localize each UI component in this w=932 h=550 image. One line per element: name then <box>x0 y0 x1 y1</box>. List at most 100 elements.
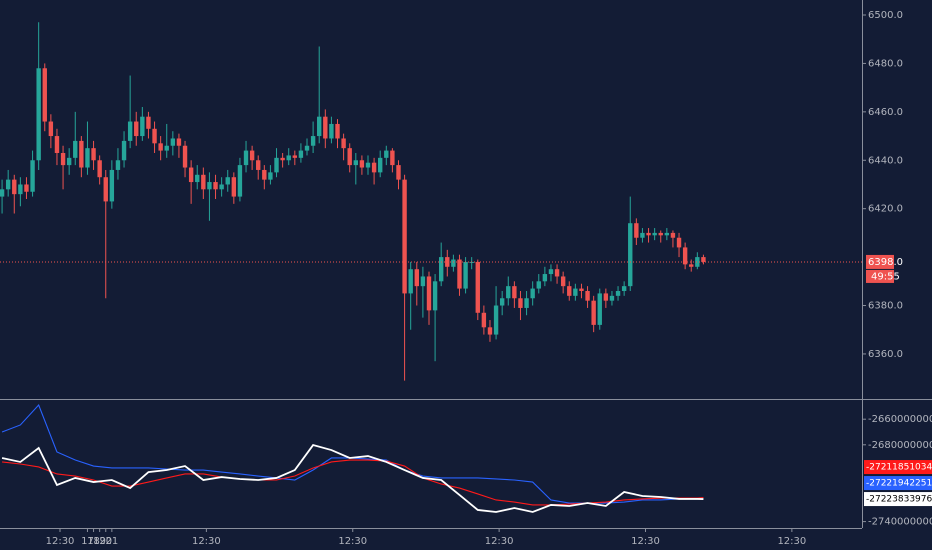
y-tick-label: 6360.0 <box>868 349 903 360</box>
candle-body <box>182 145 188 168</box>
candle-body <box>432 281 438 311</box>
candle-body <box>560 276 566 287</box>
indicator-line <box>2 459 704 506</box>
candle-body <box>335 123 340 139</box>
candle-body <box>573 288 578 296</box>
candle-body <box>463 261 468 289</box>
candle-body <box>493 305 499 335</box>
candle-body <box>414 269 419 287</box>
candle-body <box>567 286 572 296</box>
candle-body <box>304 145 310 151</box>
candle-body <box>249 150 255 161</box>
candle-body <box>97 160 102 178</box>
candle-body <box>225 177 230 185</box>
x-tick-label: 12:30 <box>192 536 221 547</box>
candle-body <box>18 184 23 195</box>
candle-body <box>91 148 96 161</box>
candle-body <box>457 259 462 289</box>
candle-body <box>475 261 480 313</box>
candle-body <box>585 290 590 301</box>
candle-body <box>140 116 145 137</box>
candle-body <box>317 116 322 137</box>
last-value-badge <box>864 492 932 507</box>
candle-body <box>256 160 261 170</box>
candle-body <box>79 140 84 168</box>
candle-body <box>701 257 706 262</box>
candle-body <box>530 288 535 299</box>
y-tick-label: 6500.0 <box>868 10 903 21</box>
candle-body <box>85 148 90 168</box>
x-tick-label: 20 <box>99 536 112 547</box>
x-tick-label: 12:30 <box>631 536 660 547</box>
candle-body <box>438 257 444 282</box>
candle-body <box>512 286 517 299</box>
x-tick-label: 12:30 <box>46 536 75 547</box>
last-value-label: -27211851034.5000 <box>866 463 932 473</box>
y-tick-label: -26800000000.0000 <box>868 440 932 451</box>
x-tick-label: 12:30 <box>485 536 514 547</box>
y-tick-label: 6420.0 <box>868 204 903 215</box>
x-tick-label: 17 <box>81 536 94 547</box>
x-tick-label: 12:30 <box>338 536 367 547</box>
last-value-badge <box>864 460 932 475</box>
candle-body <box>670 232 676 238</box>
candle-body <box>603 293 609 301</box>
candle-body <box>664 232 670 236</box>
y-tick-label: -27400000000.0000 <box>868 517 932 528</box>
candle-body <box>48 121 54 137</box>
candle-body <box>371 162 377 173</box>
candle-body <box>506 286 511 299</box>
candle-body <box>188 167 194 183</box>
candle-body <box>518 298 523 308</box>
candle-body <box>286 155 291 161</box>
candle-body <box>396 165 401 180</box>
candle-body <box>658 232 663 236</box>
candle-body <box>499 298 505 306</box>
candle-body <box>274 157 279 173</box>
x-tick-label: 18 <box>87 536 100 547</box>
countdown-label: 49:55 <box>871 271 900 282</box>
candle-body <box>262 169 267 180</box>
candle-body <box>146 116 151 129</box>
candle-body <box>646 232 651 236</box>
y-tick-label: 6480.0 <box>868 58 903 69</box>
candle-body <box>384 150 389 158</box>
candle-body <box>195 174 200 183</box>
candle-body <box>298 150 304 158</box>
x-tick-label: 12:30 <box>777 536 806 547</box>
candle-body <box>591 300 596 325</box>
x-tick-label: 21 <box>105 536 118 547</box>
candle-body <box>243 150 249 166</box>
candle-body <box>402 179 407 294</box>
candle-body <box>378 157 383 173</box>
candle-body <box>420 276 426 287</box>
candle-body <box>554 269 560 277</box>
candle-body <box>213 182 218 190</box>
candle-body <box>329 123 334 139</box>
candle-body <box>359 160 365 168</box>
candle-body <box>115 160 121 170</box>
candle-body <box>152 128 157 144</box>
candle-body <box>237 165 243 197</box>
candle-body <box>127 121 133 141</box>
candle-body <box>36 68 41 161</box>
candle-body <box>219 184 224 190</box>
candle-body <box>689 264 694 267</box>
candle-body <box>66 157 72 166</box>
candle-body <box>164 145 169 151</box>
y-tick-label: 6440.0 <box>868 155 903 166</box>
candle-body <box>609 295 615 301</box>
candle-body <box>231 177 237 197</box>
candle-body <box>426 276 432 311</box>
candle-body <box>201 174 206 190</box>
candle-body <box>408 269 413 294</box>
last-value-label: -27221942251.5000 <box>866 479 932 489</box>
candle-body <box>481 312 487 328</box>
candle-body <box>54 136 60 154</box>
candle-body <box>134 121 139 137</box>
candle-body <box>12 179 17 195</box>
candle-body <box>42 68 47 122</box>
candle-body <box>280 157 285 161</box>
